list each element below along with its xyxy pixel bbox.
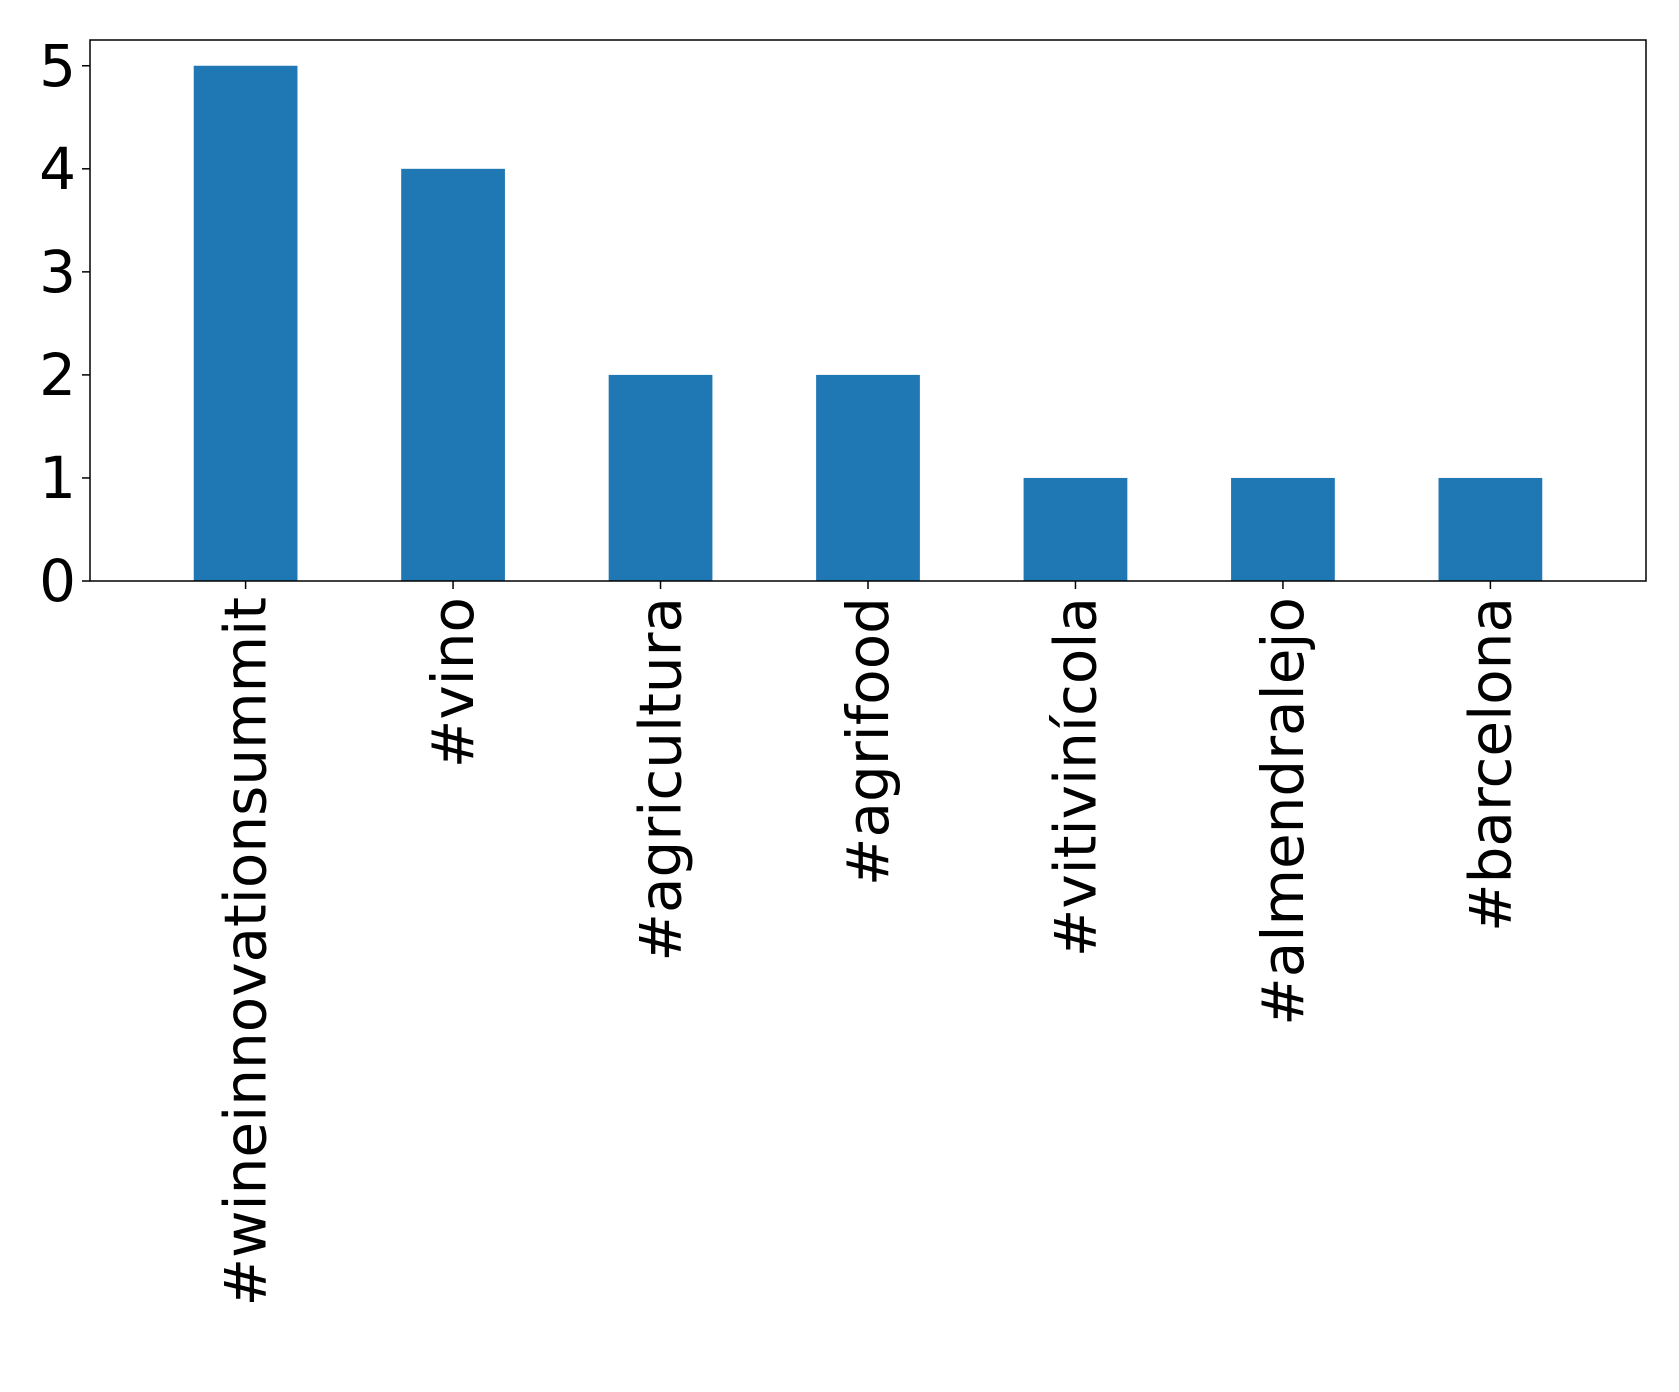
- bars-group: [193, 65, 1543, 582]
- y-tick-label: 1: [39, 444, 76, 512]
- x-tick-label: #wineinnovationsummit: [212, 597, 280, 1307]
- x-tick-label: #barcelona: [1456, 597, 1524, 932]
- bar-0: [193, 65, 298, 581]
- y-tick-label: 5: [39, 32, 76, 100]
- bar-2: [608, 374, 713, 581]
- y-tick-label: 2: [39, 341, 76, 409]
- y-tick-label: 0: [39, 547, 76, 615]
- plot-frame: [89, 39, 1647, 582]
- x-tick-label: #almendralejo: [1249, 597, 1317, 1026]
- x-tick-label: #vitivinícola: [1041, 597, 1109, 957]
- bar-3: [816, 374, 920, 581]
- x-tick-label: #vino: [419, 597, 487, 768]
- bar-1: [401, 168, 505, 582]
- y-axis: 0 1 2 3 4 5: [39, 32, 90, 615]
- y-tick-label: 3: [39, 238, 76, 306]
- bar-4: [1023, 477, 1128, 581]
- x-tick-label: #agrifood: [834, 597, 902, 886]
- x-axis: #wineinnovationsummit #vino #agricultura #a…: [212, 581, 1524, 1307]
- bar-6: [1438, 477, 1543, 581]
- y-tick-label: 4: [39, 135, 76, 203]
- bar-5: [1231, 477, 1335, 581]
- x-tick-label: #agricultura: [627, 597, 695, 962]
